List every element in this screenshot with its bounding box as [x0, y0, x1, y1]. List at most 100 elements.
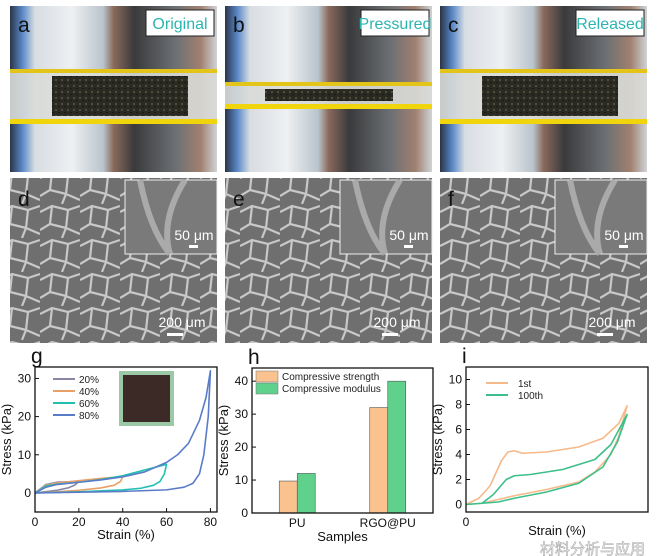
plot-frame — [34, 366, 218, 513]
series-line-1st — [465, 404, 628, 506]
y-tick-label: 4 — [455, 448, 462, 462]
y-tick-label: 6 — [455, 423, 462, 437]
bar-compressive-strength — [278, 480, 298, 514]
panel-letter: e — [233, 188, 245, 211]
legend-label: 40% — [79, 387, 99, 398]
x-axis-label: Strain (%) — [528, 523, 586, 538]
panel-letter: h — [248, 346, 260, 369]
x-tick-label: 40 — [116, 515, 130, 529]
legend-label: 1st — [518, 379, 532, 390]
y-axis-label: Stress (kPa) — [0, 404, 14, 476]
series-line-100th — [465, 413, 628, 506]
main-scale-bar — [597, 333, 613, 336]
state-label-box — [360, 9, 430, 37]
foam-sample — [52, 76, 188, 116]
yellow-edge — [225, 104, 432, 109]
panel-letter: g — [31, 345, 43, 368]
inset-scale-bar — [619, 245, 628, 248]
yellow-edge — [225, 82, 432, 86]
main-scale-label: 200 μm — [589, 314, 636, 330]
inset-scale-label: 50 μm — [604, 227, 643, 243]
yellow-edge — [10, 119, 217, 124]
plot-frame — [465, 366, 649, 513]
state-label: Pressured — [359, 16, 432, 33]
x-tick-label: 20 — [72, 515, 86, 529]
y-tick-label: 0 — [455, 498, 462, 512]
panel-letter: d — [18, 188, 30, 211]
y-tick-label: 10 — [449, 373, 463, 387]
x-tick-label: PU — [289, 516, 306, 530]
yellow-edge — [440, 119, 647, 124]
x-tick-label: 0 — [32, 515, 39, 529]
state-label-box — [145, 9, 215, 37]
y-tick-label: 10 — [18, 448, 32, 462]
bar-compressive-modulus — [296, 473, 316, 514]
legend-label: Compressive strength — [282, 372, 379, 383]
y-axis-label: Stress (kPa) — [216, 405, 231, 477]
yellow-edge — [10, 69, 217, 73]
watermark: 材料分析与应用 — [540, 540, 645, 556]
plot-frame — [251, 367, 434, 514]
state-label: Original — [152, 16, 207, 33]
sem-panel-d: d 50 μm 200 μm — [10, 178, 218, 343]
main-scale-bar — [167, 333, 183, 336]
legend-label: 20% — [79, 375, 99, 386]
legend-swatch — [255, 370, 279, 383]
y-axis-label: Stress (kPa) — [430, 404, 445, 476]
inset-scale-label: 50 μm — [174, 227, 213, 243]
legend-label: 80% — [79, 411, 99, 422]
state-label: Released — [576, 16, 644, 33]
series-line-40% — [34, 475, 124, 494]
y-tick-label: 30 — [235, 407, 249, 421]
photo-panel-b: Pressured b — [225, 6, 432, 172]
chart-h: h 0 10 20 30 40 PU RGO@PU Compressive strengthCo… — [216, 346, 434, 544]
x-tick-label: 60 — [160, 515, 174, 529]
panel-letter: b — [233, 14, 245, 37]
inset-scale-bar — [404, 245, 413, 248]
sem-panel-f: f 50 μm 200 μm — [440, 178, 648, 343]
photo-panel-a: Original a — [10, 6, 217, 172]
panel-letter: c — [448, 14, 459, 37]
y-tick-label: 0 — [241, 506, 248, 520]
y-tick-label: 2 — [455, 473, 462, 487]
inset-strut — [567, 178, 618, 256]
state-label-box — [575, 9, 645, 37]
inset-scale-bar — [189, 245, 198, 248]
panel-letter: i — [462, 345, 467, 368]
main-scale-label: 200 μm — [374, 314, 421, 330]
y-tick-label: 10 — [235, 473, 249, 487]
panel-letter: a — [18, 14, 30, 37]
foam-sample — [482, 76, 618, 116]
legend-label: 60% — [79, 399, 99, 410]
chart-g: g 0 10 20 30 0 20 40 60 80 20%40%60%80% Strain (%) S… — [0, 345, 218, 542]
sem-panel-e: e 50 μm 200 μm — [225, 178, 433, 343]
x-axis-label: Samples — [317, 529, 368, 544]
series-line-80% — [34, 370, 212, 494]
foam-sample — [265, 89, 393, 101]
legend-label: Compressive modulus — [282, 384, 381, 395]
inset-scale-label: 50 μm — [389, 227, 428, 243]
x-tick-label: 80 — [204, 515, 218, 529]
inset-strut — [352, 178, 403, 256]
y-tick-label: 40 — [235, 374, 249, 388]
yellow-edge — [440, 69, 647, 73]
bar-compressive-modulus — [387, 380, 407, 514]
legend-swatch — [255, 382, 279, 395]
inset-strut — [137, 178, 188, 256]
main-scale-label: 200 μm — [159, 314, 206, 330]
y-tick-label: 8 — [455, 398, 462, 412]
photo-panel-c: Released c — [440, 6, 647, 172]
panel-letter: f — [448, 188, 454, 211]
legend-label: 100th — [518, 391, 543, 402]
y-tick-label: 0 — [24, 486, 31, 500]
y-tick-label: 20 — [235, 440, 249, 454]
y-tick-label: 30 — [18, 371, 32, 385]
main-scale-bar — [382, 333, 398, 336]
x-tick-label: RGO@PU — [360, 516, 416, 530]
x-axis-label: Strain (%) — [97, 527, 155, 542]
bar-compressive-strength — [369, 407, 389, 514]
sample-inset-photo-foam — [123, 375, 170, 422]
x-tick-label: 0 — [463, 515, 470, 529]
